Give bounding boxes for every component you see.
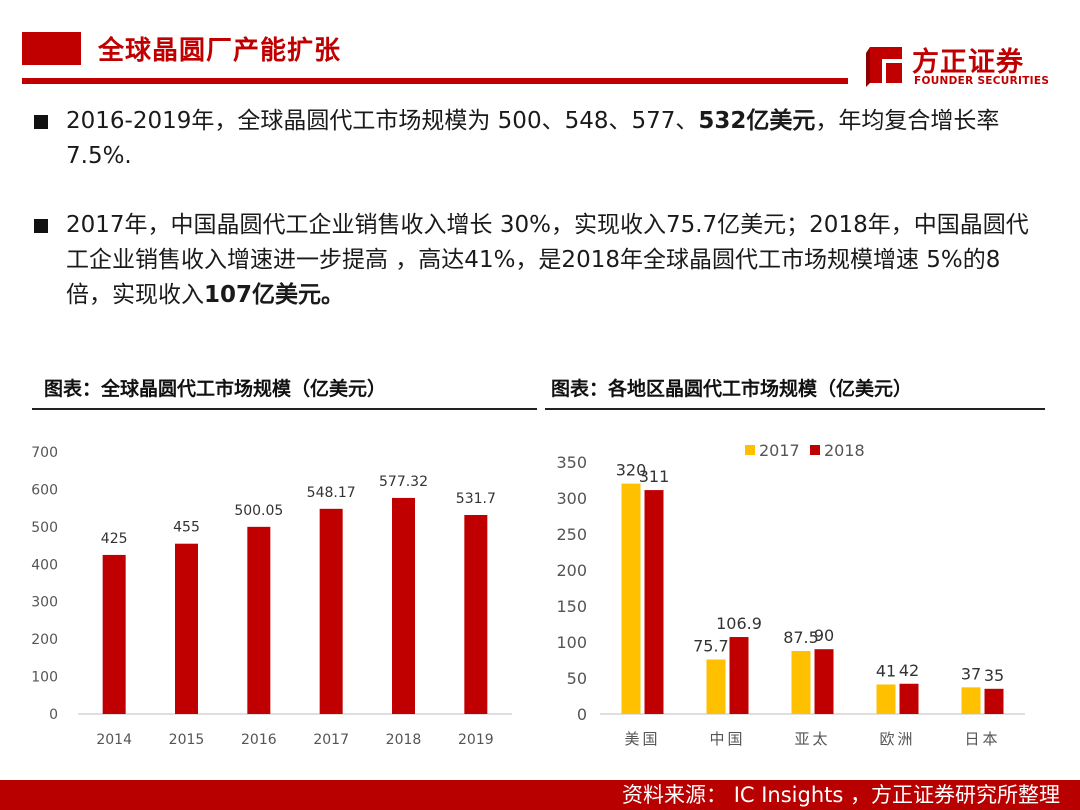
bar-value-label: 35 (984, 666, 1004, 685)
bullet-item-1: 2016-2019年，全球晶圆代工市场规模为 500、548、577、532亿美… (32, 104, 1042, 174)
x-tick-label: 欧洲 (879, 730, 915, 748)
source-note: 资料来源： IC Insights ，方正证券研究所整理 (622, 783, 1060, 807)
bullet-list: 2016-2019年，全球晶圆代工市场规模为 500、548、577、532亿美… (32, 104, 1042, 313)
bar-value-label: 455 (173, 520, 200, 536)
y-tick-label: 200 (556, 561, 587, 580)
y-tick-label: 500 (31, 520, 58, 536)
y-tick-label: 300 (31, 595, 58, 611)
y-tick-label: 300 (556, 489, 587, 508)
y-tick-label: 100 (556, 633, 587, 652)
y-tick-label: 0 (577, 705, 587, 724)
y-tick-label: 700 (31, 445, 58, 461)
y-tick-label: 400 (31, 557, 58, 573)
bar-value-label: 75.73 (693, 636, 739, 655)
bar-2017 (961, 687, 981, 714)
logo-english-name: FOUNDER SECURITIES (914, 75, 1050, 87)
bar-value-label: 311 (639, 467, 670, 486)
bar-2017 (706, 659, 726, 714)
footer-bar: 资料来源： IC Insights ，方正证券研究所整理 (0, 780, 1080, 810)
bar-2018 (644, 490, 664, 714)
bullet-1-bold-a: 532亿美元 (698, 108, 816, 134)
chart-2-title-rule (545, 408, 1045, 410)
bullet-square-icon (34, 219, 48, 233)
founder-logo-mark-icon (866, 47, 902, 87)
bullet-1-text-a: 2016-2019年，全球晶圆代工市场规模为 500、548、577、 (66, 108, 699, 134)
y-tick-label: 50 (567, 669, 587, 688)
chart-2-title: 图表：各地区晶圆代工市场规模（亿美元） (551, 378, 913, 400)
y-tick-label: 200 (31, 632, 58, 648)
bar-value-label: 320 (616, 461, 647, 480)
bar-value-label: 37 (961, 664, 981, 683)
chart-1-title-rule (32, 408, 537, 410)
chart-1-title: 图表：全球晶圆代工市场规模（亿美元） (44, 378, 387, 400)
logo-chinese-name: 方正证券 (912, 47, 1024, 78)
y-tick-label: 600 (31, 482, 58, 498)
bar-2018 (729, 637, 749, 714)
legend-label: 2017 (759, 441, 800, 460)
bar (319, 508, 343, 714)
y-tick-label: 150 (556, 597, 587, 616)
y-tick-label: 100 (31, 670, 58, 686)
legend-label: 2018 (824, 441, 865, 460)
bar-2018 (899, 683, 919, 714)
global-foundry-market-chart: 0 100 200 300 400 500 600 700 425 2014 455 2015 500.… (31, 445, 512, 748)
bullet-2-bold-a: 107亿美元。 (204, 282, 345, 308)
x-tick-label: 2017 (313, 732, 349, 748)
bar-value-label: 577.32 (379, 474, 428, 490)
bar-value-label: 548.17 (307, 485, 356, 501)
bar-2018 (814, 649, 834, 714)
y-tick-label: 0 (49, 707, 58, 723)
bar-value-label: 87.5 (783, 628, 819, 647)
bullet-item-2: 2017年，中国晶圆代工企业销售收入增长 30%，实现收入75.7亿美元；201… (32, 208, 1042, 313)
bar-value-label: 106.9 (716, 614, 762, 633)
bar (392, 497, 415, 714)
bar-2017 (876, 684, 896, 714)
y-tick-label: 250 (556, 525, 587, 544)
bar (175, 543, 198, 714)
bullet-2-text-a: 2017年，中国晶圆代工企业销售收入增长 30%，实现收入75.7亿美元；201… (66, 212, 1029, 308)
page-title: 全球晶圆厂产能扩张 (98, 36, 342, 66)
x-tick-label: 2016 (241, 732, 277, 748)
x-tick-label: 亚太 (794, 730, 830, 748)
x-tick-label: 2015 (169, 732, 205, 748)
bar-2018 (984, 688, 1004, 714)
title-accent-block (22, 32, 81, 65)
bar-value-label: 425 (101, 531, 128, 547)
bar-value-label: 41 (876, 661, 896, 680)
brand-logo: 方正证券 FOUNDER SECURITIES (862, 40, 1052, 92)
x-tick-label: 2018 (386, 732, 422, 748)
y-tick-label: 350 (556, 453, 587, 472)
bar-2017 (791, 651, 811, 714)
bar-value-label: 42 (899, 661, 919, 680)
bar (464, 514, 488, 714)
bar-value-label: 500.05 (234, 503, 283, 519)
bar-value-label: 90 (814, 626, 834, 645)
x-tick-label: 2014 (96, 732, 132, 748)
bar (247, 526, 271, 714)
title-divider (22, 78, 848, 84)
bar-2017 (621, 483, 641, 714)
x-tick-label: 2019 (458, 732, 494, 748)
x-tick-label: 中国 (709, 730, 745, 748)
bullet-square-icon (34, 115, 48, 129)
bar-value-label: 531.7 (456, 491, 496, 507)
bar (102, 554, 126, 714)
legend-swatch (745, 445, 755, 455)
legend-swatch (810, 445, 820, 455)
bullet-1-text-b: ，年均复合增长率7.5%. (66, 108, 1000, 169)
x-tick-label: 美国 (624, 730, 660, 748)
x-tick-label: 日本 (964, 730, 1000, 748)
